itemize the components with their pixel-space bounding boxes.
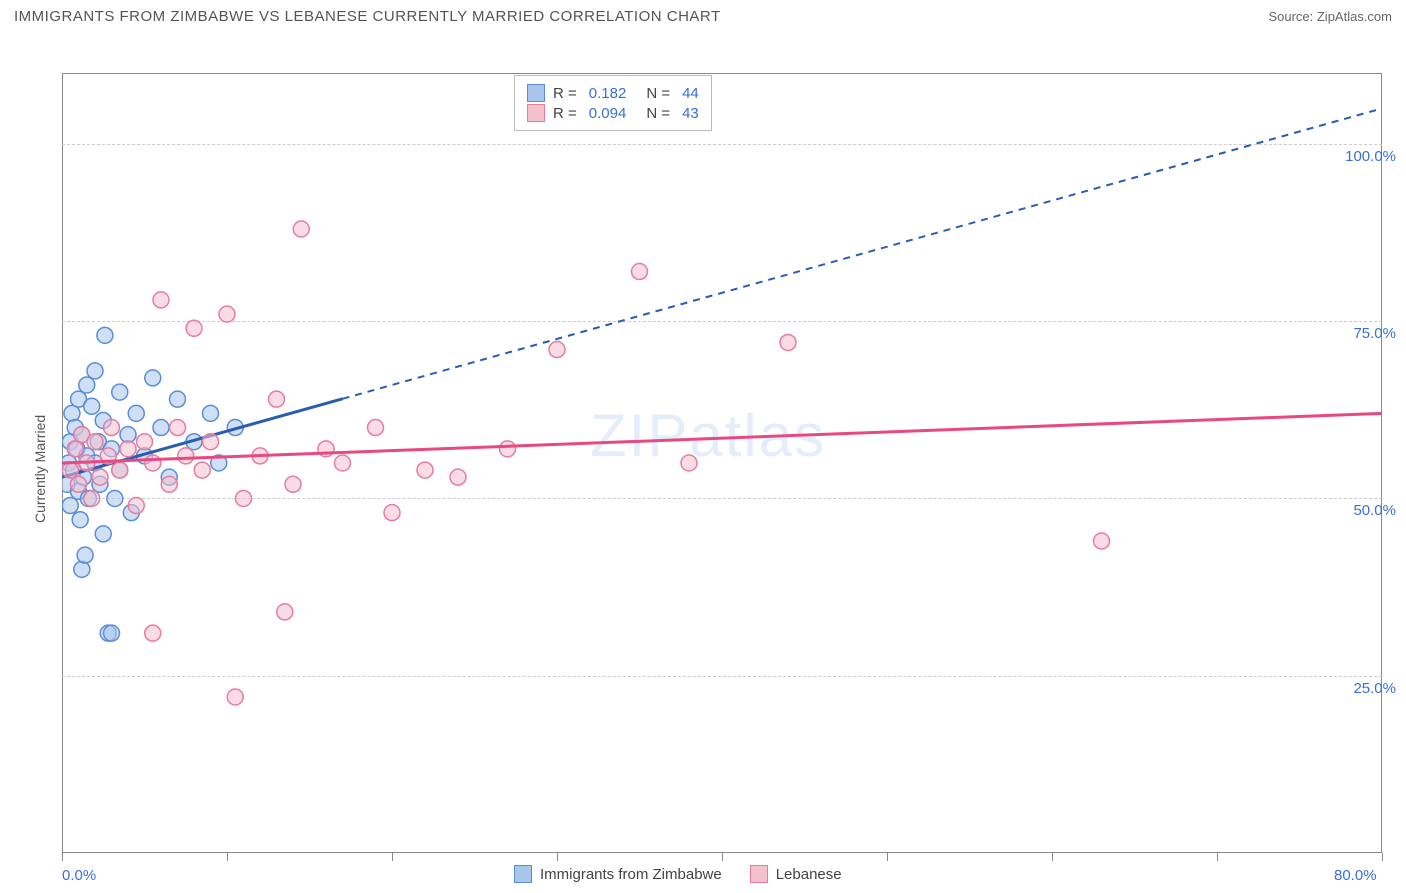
r-value: 0.182	[589, 85, 627, 102]
data-point	[62, 498, 78, 514]
legend-row: R =0.094 N =43	[527, 104, 699, 122]
data-point	[170, 391, 186, 407]
data-point	[170, 420, 186, 436]
data-point	[219, 306, 235, 322]
scatter-svg	[14, 29, 1400, 893]
data-point	[269, 391, 285, 407]
correlation-legend: R =0.182 N =44 R =0.094 N =43	[514, 75, 712, 131]
data-point	[84, 398, 100, 414]
data-point	[84, 490, 100, 506]
data-point	[681, 455, 697, 471]
data-point	[227, 689, 243, 705]
data-point	[293, 221, 309, 237]
legend-label: Lebanese	[776, 866, 842, 883]
trend-line-extrapolated	[343, 108, 1383, 398]
data-point	[384, 505, 400, 521]
data-point	[92, 469, 108, 485]
data-point	[203, 405, 219, 421]
legend-item: Lebanese	[750, 865, 842, 883]
data-point	[285, 476, 301, 492]
data-point	[87, 363, 103, 379]
legend-row: R =0.182 N =44	[527, 84, 699, 102]
data-point	[178, 448, 194, 464]
data-point	[137, 434, 153, 450]
title-bar: IMMIGRANTS FROM ZIMBABWE VS LEBANESE CUR…	[0, 0, 1406, 29]
data-point	[194, 462, 210, 478]
data-point	[128, 498, 144, 514]
legend-swatch	[514, 865, 532, 883]
data-point	[79, 377, 95, 393]
data-point	[450, 469, 466, 485]
legend-label: Immigrants from Zimbabwe	[540, 866, 722, 883]
data-point	[104, 625, 120, 641]
data-point	[104, 420, 120, 436]
data-point	[72, 512, 88, 528]
source-label: Source: ZipAtlas.com	[1268, 9, 1392, 24]
data-point	[145, 370, 161, 386]
data-point	[203, 434, 219, 450]
data-point	[145, 625, 161, 641]
data-point	[77, 547, 93, 563]
data-point	[145, 455, 161, 471]
data-point	[153, 292, 169, 308]
data-point	[236, 490, 252, 506]
data-point	[71, 476, 87, 492]
data-point	[161, 476, 177, 492]
data-point	[112, 384, 128, 400]
legend-swatch	[527, 104, 545, 122]
data-point	[780, 334, 796, 350]
correlation-chart: 25.0%50.0%75.0%100.0%0.0%80.0%Currently …	[14, 29, 1400, 893]
data-point	[277, 604, 293, 620]
n-value: 44	[682, 85, 699, 102]
data-point	[87, 434, 103, 450]
data-point	[95, 526, 111, 542]
data-point	[107, 490, 123, 506]
legend-swatch	[750, 865, 768, 883]
data-point	[549, 342, 565, 358]
n-value: 43	[682, 105, 699, 122]
data-point	[335, 455, 351, 471]
data-point	[112, 462, 128, 478]
data-point	[128, 405, 144, 421]
r-value: 0.094	[589, 105, 627, 122]
data-point	[97, 327, 113, 343]
data-point	[74, 561, 90, 577]
data-point	[632, 264, 648, 280]
data-point	[500, 441, 516, 457]
data-point	[1094, 533, 1110, 549]
series-legend: Immigrants from Zimbabwe Lebanese	[514, 865, 842, 883]
legend-item: Immigrants from Zimbabwe	[514, 865, 722, 883]
data-point	[62, 462, 78, 478]
chart-title: IMMIGRANTS FROM ZIMBABWE VS LEBANESE CUR…	[14, 8, 721, 25]
data-point	[153, 420, 169, 436]
data-point	[368, 420, 384, 436]
data-point	[120, 441, 136, 457]
data-point	[417, 462, 433, 478]
legend-swatch	[527, 84, 545, 102]
data-point	[186, 320, 202, 336]
